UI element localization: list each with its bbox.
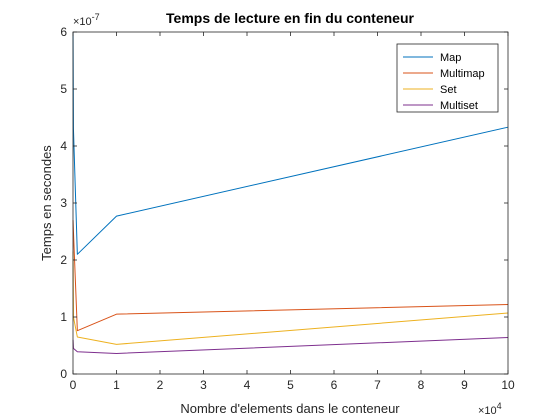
x-tick-label: 9 — [461, 378, 468, 392]
x-tick-label: 1 — [113, 378, 120, 392]
legend-label-map: Map — [440, 52, 461, 64]
x-tick-label: 3 — [200, 378, 207, 392]
y-axis-label: Temps en secondes — [39, 145, 54, 261]
y-tick-label: 1 — [60, 310, 67, 324]
y-tick-label: 3 — [60, 196, 67, 210]
legend-entries: Map Multimap Set Multiset — [403, 52, 485, 112]
y-tick-label: 2 — [60, 253, 67, 267]
y-tick-label: 0 — [60, 367, 67, 381]
y-tick-label: 5 — [60, 82, 67, 96]
y-tick-label: 6 — [60, 25, 67, 39]
x-axis-multiplier: ×104 — [478, 401, 502, 417]
y-axis-multiplier: ×10-7 — [73, 12, 100, 28]
x-tick-label: 8 — [418, 378, 425, 392]
x-tick-label: 6 — [331, 378, 338, 392]
x-tick-label: 4 — [244, 378, 251, 392]
y-tick-label: 4 — [60, 139, 67, 153]
legend-box — [396, 43, 499, 113]
x-tick-label: 7 — [374, 378, 381, 392]
x-tick-label: 5 — [287, 378, 294, 392]
x-tick-label: 10 — [501, 378, 515, 392]
legend-label-multiset: Multiset — [440, 100, 478, 112]
x-axis-label: Nombre d'elements dans le conteneur — [180, 401, 400, 416]
legend-label-multimap: Multimap — [440, 68, 485, 80]
axes-layer: 0 1 2 3 4 5 6 7 8 9 10 0 1 2 3 4 5 6 — [60, 25, 515, 392]
legend-label-set: Set — [440, 84, 457, 96]
x-tick-label: 2 — [157, 378, 164, 392]
legend: Map Multimap Set Multiset — [396, 43, 499, 113]
x-tick-label: 0 — [70, 378, 77, 392]
chart-title: Temps de lecture en fin du conteneur — [166, 10, 414, 26]
